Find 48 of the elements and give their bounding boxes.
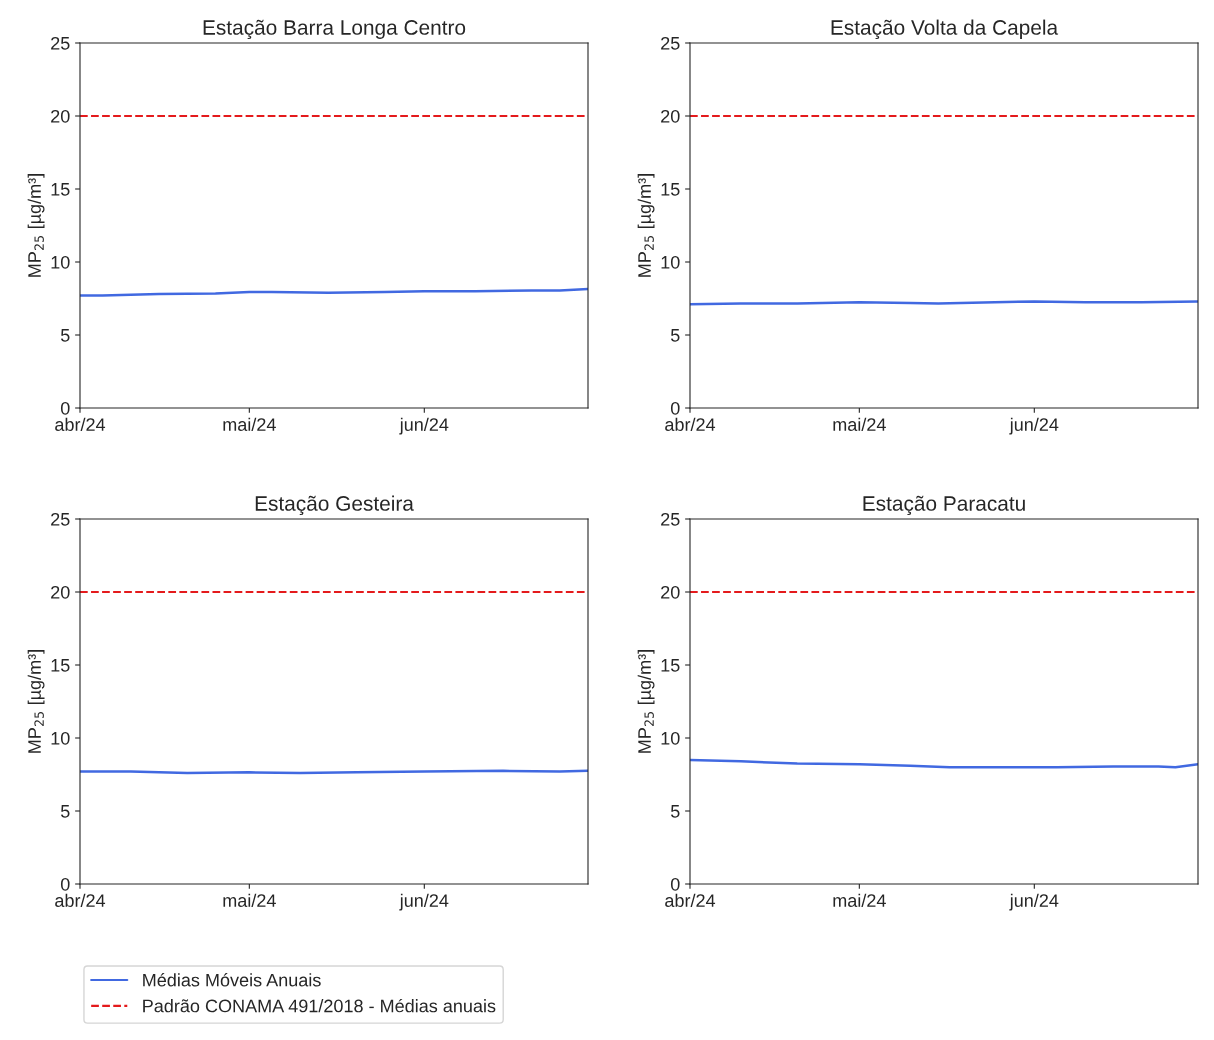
legend-label: Padrão CONAMA 491/2018 - Médias anuais xyxy=(143,998,496,1013)
y-tick-label: 25 xyxy=(661,512,680,526)
y-tick-label: 10 xyxy=(661,731,680,745)
y-axis-title: MP$_{25}$ [µg/m³] xyxy=(27,650,45,753)
x-tick-label: jun/24 xyxy=(1009,893,1059,911)
y-tick-label: 0 xyxy=(60,401,70,415)
chart-title: Estação Volta da Capela xyxy=(831,19,1059,40)
legend-label: Médias Móveis Anuais xyxy=(143,973,321,987)
x-tick-label: abr/24 xyxy=(665,417,716,431)
x-tick-label: jun/24 xyxy=(399,893,449,911)
x-tick-label: mai/24 xyxy=(223,893,276,907)
y-axis-title: MP$_{25}$ [µg/m³] xyxy=(637,174,655,277)
y-tick-label: 10 xyxy=(661,255,680,269)
y-tick-label: 25 xyxy=(661,36,680,50)
line-series xyxy=(690,758,1198,769)
y-tick-label: 20 xyxy=(51,585,70,599)
y-axis-title: MP$_{25}$ [µg/m³] xyxy=(637,650,655,753)
y-tick-label: 0 xyxy=(670,877,680,891)
y-tick-label: 5 xyxy=(60,805,70,818)
y-tick-label: 0 xyxy=(670,401,680,415)
y-tick-label: 10 xyxy=(51,731,70,745)
y-tick-label: 15 xyxy=(51,659,70,672)
y-tick-label: 5 xyxy=(670,805,680,818)
y-tick-label: 25 xyxy=(51,512,70,526)
y-tick-label: 20 xyxy=(661,585,680,599)
x-tick-label: jun/24 xyxy=(1009,417,1059,435)
x-tick-label: jun/24 xyxy=(399,417,449,435)
x-tick-label: abr/24 xyxy=(665,893,716,907)
y-tick-label: 20 xyxy=(51,109,70,123)
y-tick-label: 0 xyxy=(60,877,70,891)
y-tick-label: 15 xyxy=(51,183,70,196)
x-tick-label: mai/24 xyxy=(833,893,886,907)
x-tick-label: mai/24 xyxy=(833,417,886,431)
chart-title: Estação Barra Longa Centro xyxy=(203,19,466,40)
x-tick-label: abr/24 xyxy=(55,893,106,907)
y-tick-label: 10 xyxy=(51,255,70,269)
chart-title: Estação Paracatu xyxy=(863,495,1025,516)
y-tick-label: 15 xyxy=(661,659,680,672)
x-tick-label: mai/24 xyxy=(223,417,276,431)
x-tick-label: abr/24 xyxy=(55,417,106,431)
chart-title: Estação Gesteira xyxy=(255,495,414,516)
y-tick-label: 20 xyxy=(661,109,680,123)
line-series xyxy=(80,287,588,297)
y-axis-title: MP$_{25}$ [µg/m³] xyxy=(27,174,45,277)
y-tick-label: 15 xyxy=(661,183,680,196)
y-tick-label: 5 xyxy=(60,329,70,342)
y-tick-label: 25 xyxy=(51,36,70,50)
y-tick-label: 5 xyxy=(670,329,680,342)
